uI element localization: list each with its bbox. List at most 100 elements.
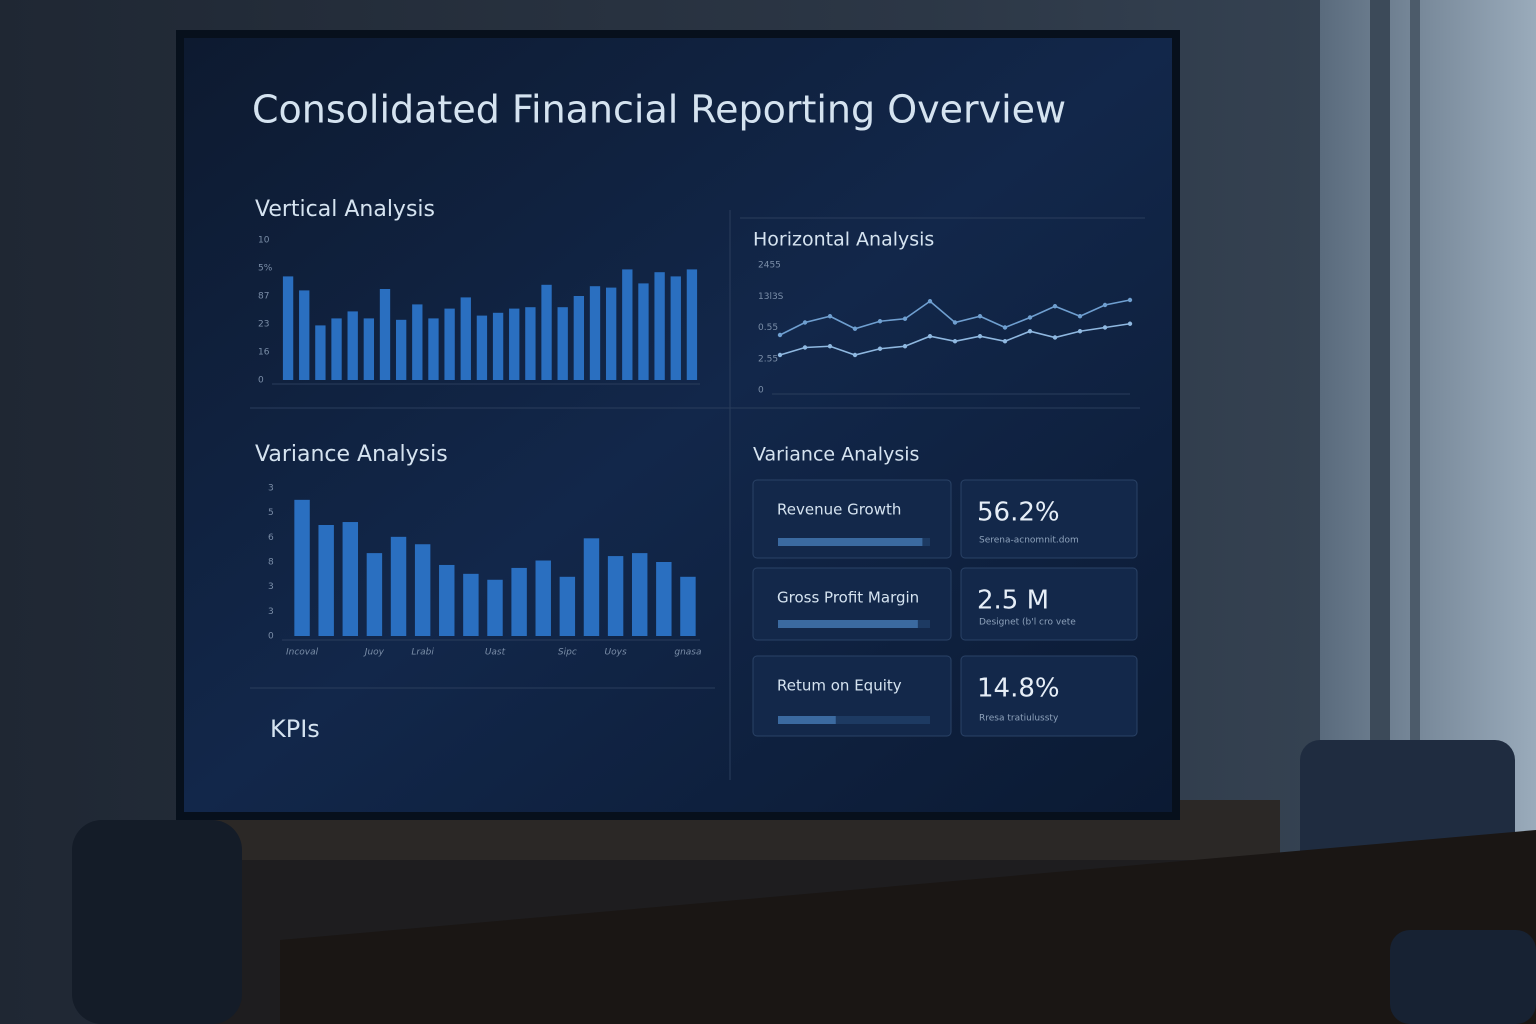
point <box>877 346 883 351</box>
progress-bar <box>778 716 836 724</box>
y-tick-label: 0 <box>758 386 764 396</box>
kpi-value-card <box>960 655 1138 737</box>
panel-title: Vertical Analysis <box>255 197 435 222</box>
table <box>280 830 1536 1024</box>
panel-title: Variance Analysis <box>753 444 919 466</box>
bar <box>525 307 536 380</box>
kpi-value: 14.8% <box>977 674 1060 704</box>
y-tick-label: 3 <box>268 582 274 592</box>
bar <box>366 553 383 636</box>
progress-track <box>778 716 930 724</box>
point <box>1052 335 1058 340</box>
point <box>852 326 858 331</box>
chair <box>1390 930 1536 1024</box>
bar <box>680 576 696 636</box>
point <box>827 344 833 349</box>
y-tick-label: 0 <box>258 376 264 386</box>
point <box>1127 321 1133 326</box>
bar <box>299 290 310 380</box>
bar <box>390 536 407 636</box>
bar <box>656 562 672 636</box>
window-frame <box>1410 0 1420 1024</box>
bar <box>605 287 617 380</box>
y-tick-label: 2455 <box>758 261 781 271</box>
kpi-caption: Serena-acnomnit.dom <box>979 536 1079 546</box>
bar <box>412 304 423 380</box>
bar <box>541 284 552 380</box>
bar <box>573 296 585 380</box>
point <box>1077 329 1083 334</box>
bar <box>492 312 504 380</box>
bar <box>607 556 624 636</box>
progress-bar <box>778 620 918 628</box>
kpi-card <box>752 479 952 559</box>
bar <box>509 308 520 380</box>
bar <box>363 318 375 380</box>
bar <box>559 576 576 636</box>
bar <box>463 573 479 636</box>
point <box>827 314 833 319</box>
x-tick-label: Lrabi <box>411 648 434 658</box>
bar <box>282 276 294 380</box>
kpi-label: Gross Profit Margin <box>777 589 919 607</box>
bar <box>638 283 649 380</box>
bar <box>439 564 455 636</box>
bar <box>460 297 471 380</box>
point <box>802 345 808 350</box>
bar <box>379 289 391 380</box>
y-tick-label: 13l3S <box>758 292 784 302</box>
bar <box>670 276 681 380</box>
point <box>902 344 908 349</box>
kpi-caption: Designet (b'l cro vete <box>979 618 1076 628</box>
kpi-label: Revenue Growth <box>777 501 901 519</box>
bar <box>589 286 601 380</box>
kpi-label: Retum on Equity <box>777 677 902 695</box>
y-tick-label: 8 <box>268 558 274 568</box>
panel-title: Variance Analysis <box>255 442 448 467</box>
point <box>777 332 783 338</box>
kpi-value-card <box>960 479 1138 559</box>
bar <box>511 567 527 636</box>
y-tick-label: 16 <box>258 348 270 358</box>
x-tick-label: Uast <box>485 648 506 658</box>
point <box>1102 302 1108 308</box>
bar <box>535 560 551 636</box>
point <box>1052 304 1058 309</box>
bar <box>583 538 600 636</box>
y-tick-label: 0.55 <box>758 323 778 333</box>
bar <box>414 544 431 636</box>
y-tick-label: 5% <box>258 264 273 274</box>
bar <box>654 272 665 380</box>
y-tick-label: 0 <box>268 632 274 642</box>
y-tick-label: 2.55 <box>758 354 778 364</box>
y-tick-label: 23 <box>258 320 269 330</box>
bar <box>315 325 326 380</box>
kpis-label: KPIs <box>270 715 320 743</box>
bar <box>444 308 455 380</box>
point <box>877 319 883 324</box>
chair <box>72 820 242 1024</box>
bar <box>342 522 359 636</box>
point <box>1027 329 1033 334</box>
point <box>1102 325 1108 330</box>
point <box>777 352 783 358</box>
y-tick-label: 3 <box>268 607 274 617</box>
point <box>1002 325 1008 330</box>
x-tick-label: gnasa <box>674 648 701 658</box>
point <box>952 339 958 344</box>
point <box>1127 297 1133 303</box>
bar <box>622 269 633 380</box>
y-tick-label: 3 <box>268 484 274 494</box>
y-tick-label: 5 <box>268 508 274 518</box>
bar <box>631 553 648 636</box>
kpi-caption: Rresa tratiulussty <box>979 714 1059 724</box>
bar <box>331 318 342 380</box>
point <box>1002 339 1008 344</box>
y-tick-label: 10 <box>258 236 270 246</box>
bar <box>476 315 488 380</box>
x-tick-label: Sipc <box>558 648 577 658</box>
bar <box>487 579 503 636</box>
x-tick-label: Juoy <box>363 648 385 658</box>
